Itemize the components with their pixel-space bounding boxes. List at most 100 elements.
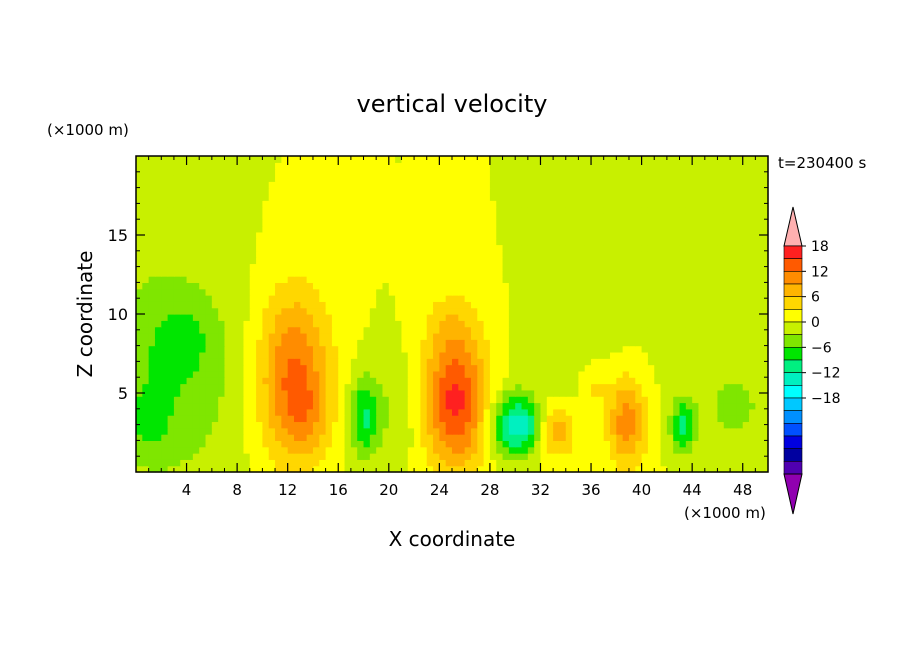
- heatmap-cell: [464, 332, 472, 340]
- heatmap-cell: [458, 459, 466, 467]
- heatmap-cell: [306, 276, 314, 283]
- heatmap-cell: [218, 244, 226, 252]
- heatmap-cell: [395, 358, 403, 366]
- heatmap-cell: [199, 250, 207, 258]
- heatmap-cell: [477, 225, 485, 233]
- heatmap-cell: [262, 156, 270, 163]
- heatmap-cell: [521, 408, 529, 416]
- heatmap-cell: [673, 156, 681, 163]
- heatmap-cell: [186, 193, 194, 201]
- heatmap-cell: [388, 200, 396, 208]
- heatmap-cell: [464, 459, 472, 467]
- heatmap-cell: [268, 238, 276, 246]
- heatmap-cell: [559, 459, 567, 467]
- heatmap-cell: [711, 370, 719, 378]
- heatmap-cell: [433, 282, 440, 290]
- heatmap-cell: [142, 187, 150, 195]
- heatmap-cell: [199, 415, 207, 423]
- heatmap-cell: [237, 174, 245, 182]
- heatmap-cell: [742, 421, 750, 429]
- heatmap-cell: [306, 339, 314, 347]
- heatmap-cell: [262, 162, 270, 170]
- heatmap-cell: [281, 427, 289, 435]
- heatmap-cell: [407, 427, 415, 435]
- heatmap-cell: [622, 339, 630, 347]
- heatmap-cell: [230, 446, 238, 454]
- heatmap-cell: [256, 225, 263, 233]
- heatmap-cell: [540, 434, 548, 441]
- heatmap-cell: [749, 219, 756, 227]
- heatmap-cell: [723, 345, 731, 353]
- heatmap-cell: [496, 276, 504, 283]
- heatmap-cell: [420, 326, 428, 334]
- heatmap-cell: [268, 453, 276, 460]
- heatmap-cell: [610, 162, 617, 170]
- heatmap-cell: [376, 415, 384, 423]
- heatmap-cell: [433, 269, 440, 277]
- heatmap-cell: [717, 377, 725, 385]
- heatmap-cell: [319, 332, 327, 340]
- heatmap-cell: [167, 282, 175, 290]
- heatmap-cell: [357, 364, 365, 372]
- heatmap-cell: [546, 193, 554, 201]
- heatmap-cell: [521, 162, 529, 170]
- heatmap-cell: [275, 389, 282, 397]
- heatmap-cell: [426, 314, 434, 321]
- heatmap-cell: [338, 168, 346, 176]
- heatmap-cell: [502, 238, 510, 246]
- heatmap-cell: [281, 453, 289, 460]
- heatmap-cell: [275, 415, 282, 423]
- heatmap-cell: [464, 162, 472, 170]
- heatmap-cell: [622, 282, 630, 290]
- heatmap-cell: [445, 231, 453, 239]
- heatmap-cell: [439, 187, 447, 195]
- heatmap-cell: [167, 351, 175, 359]
- heatmap-cell: [426, 244, 434, 252]
- heatmap-cell: [218, 314, 226, 321]
- heatmap-cell: [357, 421, 365, 429]
- heatmap-cell: [142, 156, 150, 163]
- heatmap-cell: [635, 288, 643, 296]
- heatmap-cell: [401, 206, 409, 214]
- heatmap-cell: [521, 427, 529, 435]
- heatmap-cell: [167, 339, 175, 347]
- heatmap-cell: [439, 427, 447, 435]
- heatmap-cell: [445, 446, 453, 454]
- heatmap-cell: [534, 225, 542, 233]
- heatmap-cell: [224, 168, 232, 176]
- heatmap-cell: [136, 187, 143, 195]
- heatmap-cell: [300, 212, 308, 220]
- heatmap-cell: [357, 446, 365, 454]
- heatmap-cell: [723, 269, 731, 277]
- heatmap-cell: [597, 440, 605, 448]
- heatmap-cell: [300, 402, 308, 410]
- heatmap-cell: [635, 364, 643, 372]
- heatmap-cell: [312, 263, 320, 271]
- heatmap-cell: [161, 295, 169, 302]
- heatmap-cell: [363, 168, 371, 176]
- heatmap-cell: [224, 421, 232, 429]
- heatmap-cell: [275, 358, 282, 366]
- heatmap-cell: [666, 440, 674, 448]
- heatmap-cell: [173, 345, 181, 353]
- heatmap-cell: [401, 453, 409, 460]
- heatmap-cell: [483, 402, 491, 410]
- heatmap-cell: [312, 465, 320, 473]
- heatmap-cell: [565, 396, 573, 404]
- heatmap-cell: [344, 314, 352, 321]
- heatmap-cell: [312, 276, 320, 283]
- heatmap-cell: [673, 162, 681, 170]
- heatmap-cell: [414, 364, 421, 372]
- heatmap-cell: [666, 402, 674, 410]
- heatmap-cell: [527, 162, 535, 170]
- heatmap-cell: [483, 314, 491, 321]
- heatmap-cell: [275, 383, 282, 391]
- heatmap-cell: [420, 231, 428, 239]
- heatmap-cell: [736, 269, 744, 277]
- heatmap-cell: [660, 453, 668, 460]
- heatmap-cell: [325, 320, 333, 328]
- heatmap-cell: [591, 301, 598, 309]
- heatmap-cell: [654, 440, 662, 448]
- heatmap-cell: [268, 263, 276, 271]
- heatmap-cell: [192, 212, 200, 220]
